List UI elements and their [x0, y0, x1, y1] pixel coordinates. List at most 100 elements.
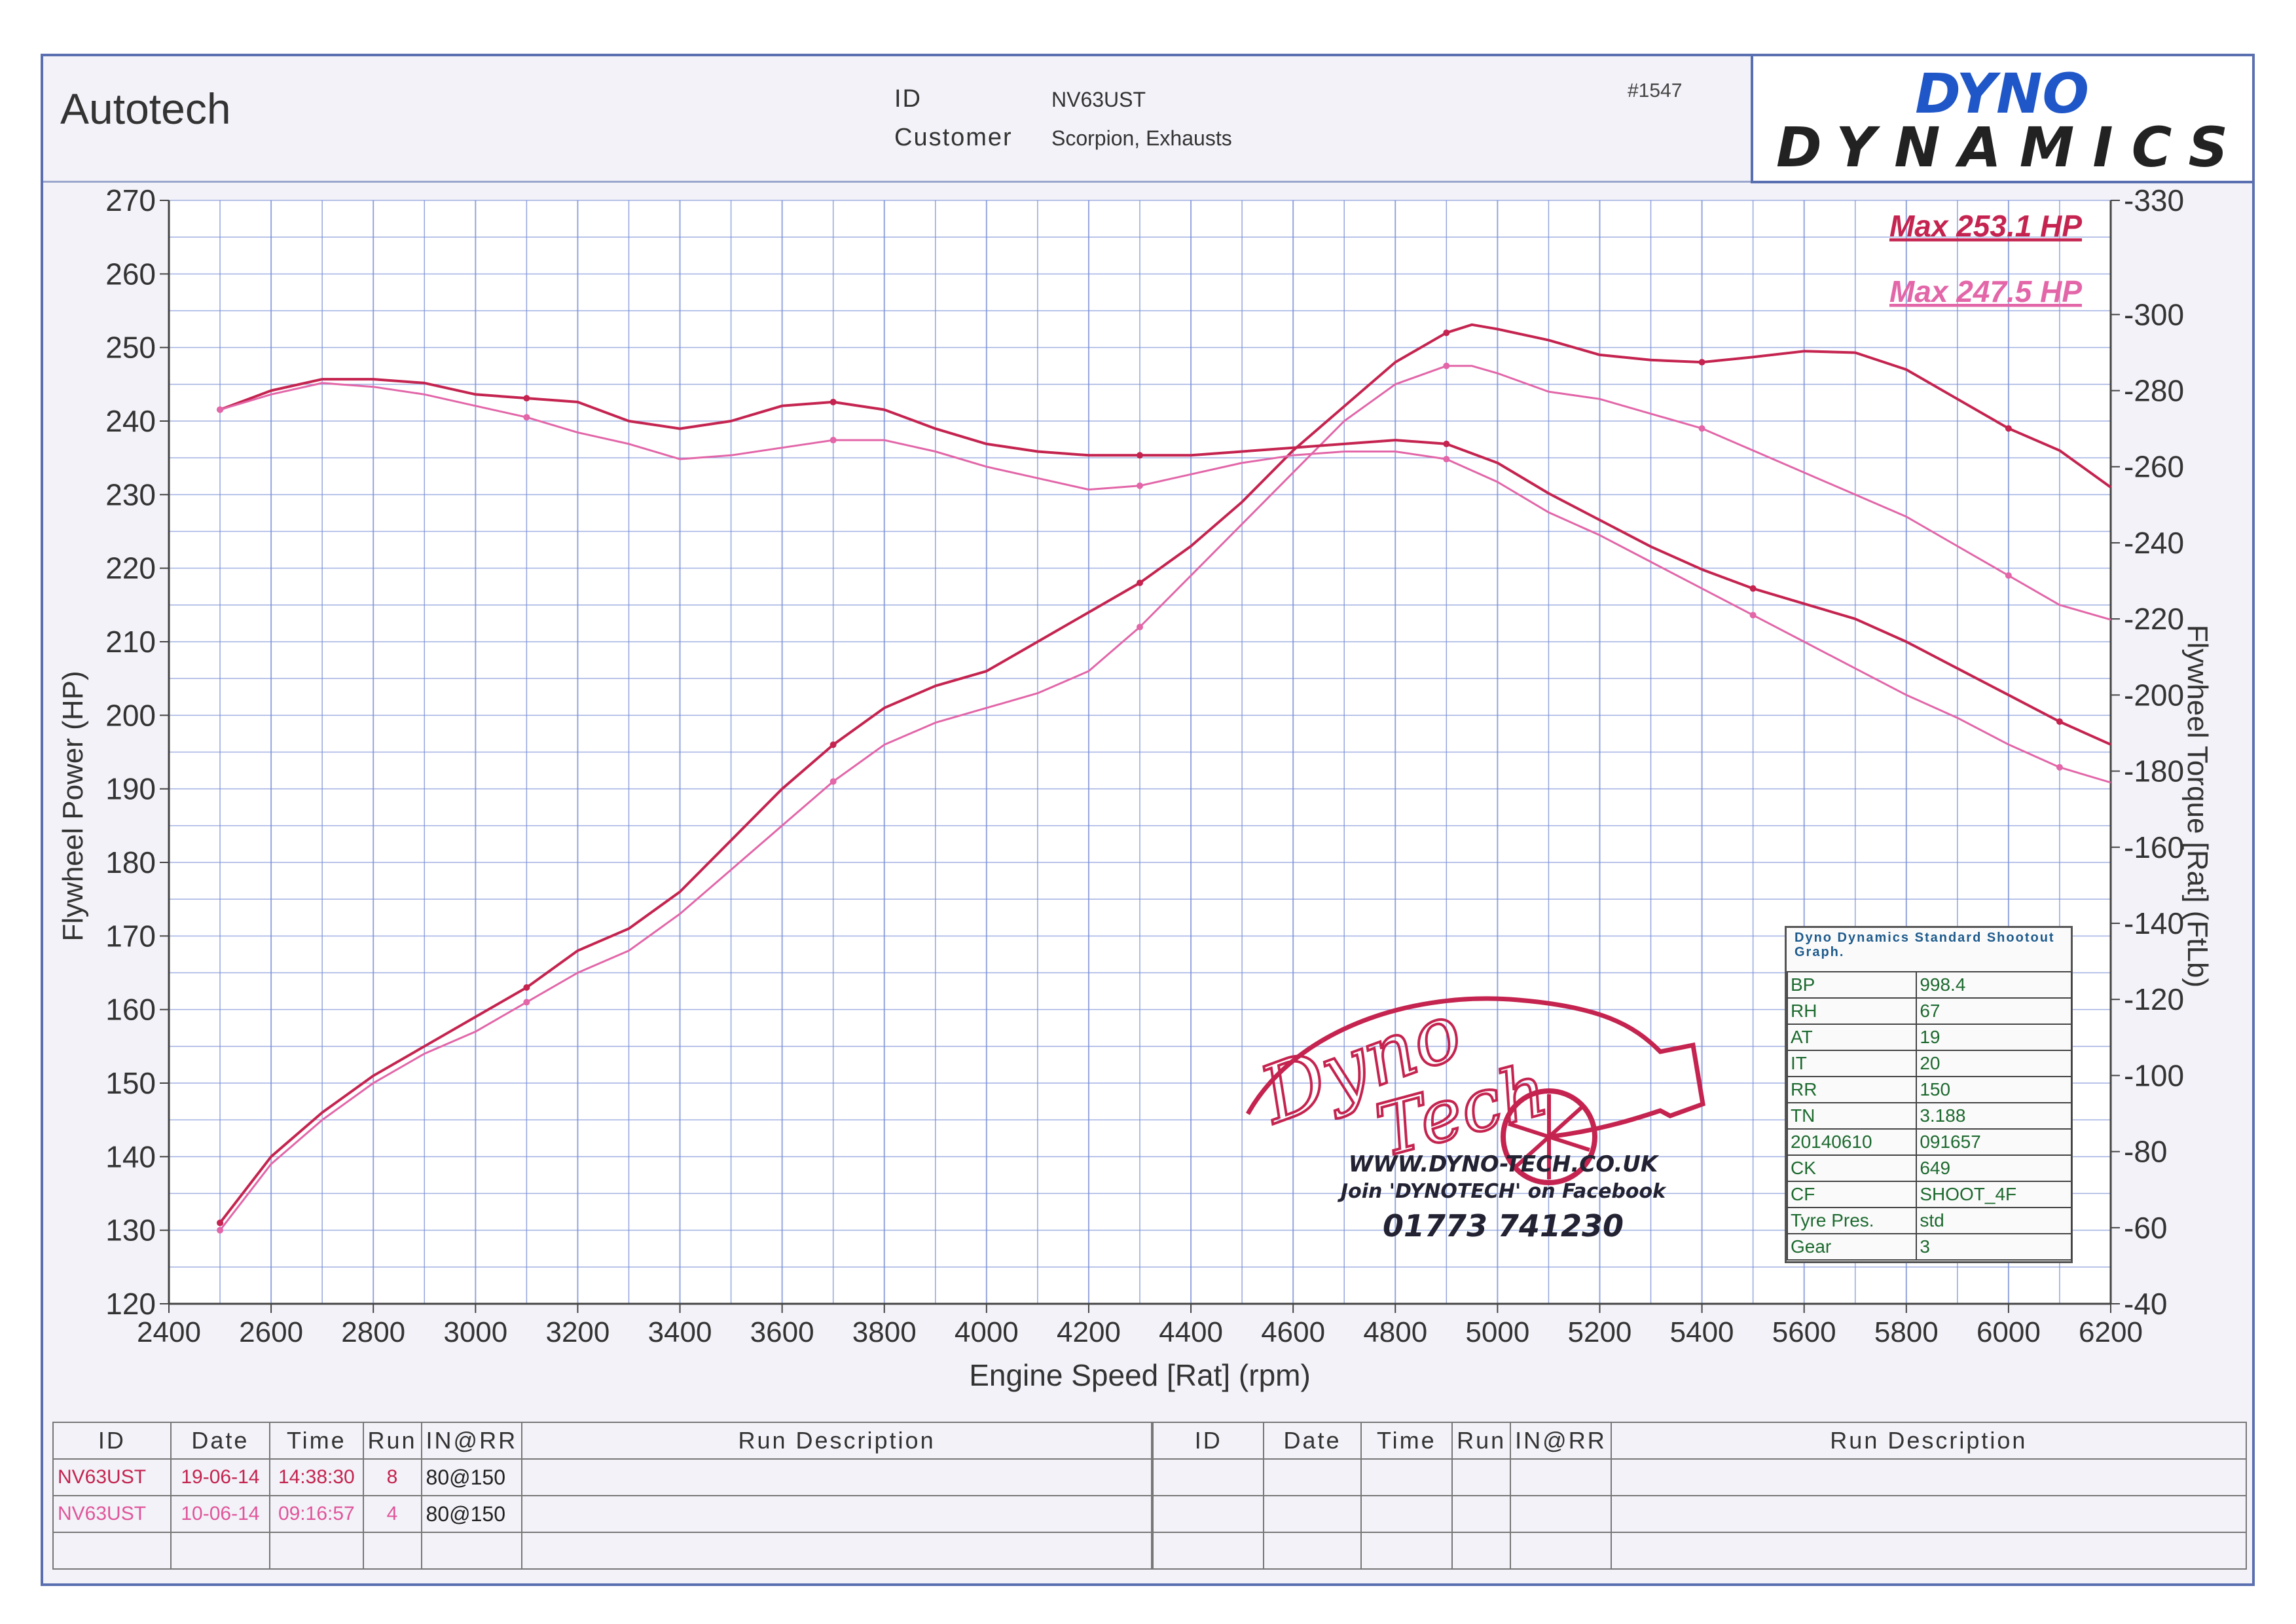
shootout-key: AT — [1786, 1024, 1918, 1051]
run1-power-point — [1698, 359, 1705, 366]
shootout-title: Dyno Dynamics Standard Shootout Graph. — [1795, 931, 2055, 959]
runs-header-cell: Time — [1360, 1422, 1453, 1460]
runs-cell: 19-06-14 — [170, 1458, 271, 1496]
header-bar: Autotech ID NV63UST Customer Scorpion, Exh… — [43, 54, 2255, 183]
runs-cell — [1451, 1532, 1512, 1570]
run2-power-point — [523, 999, 530, 1006]
runs-cell — [1510, 1495, 1612, 1533]
y-right-tick-label: -100 — [2124, 1058, 2184, 1092]
runs-cell: 10-06-14 — [170, 1495, 271, 1533]
run1-torque-point — [829, 398, 837, 405]
run2-torque-point — [523, 414, 530, 421]
y-right-tick-label: -240 — [2124, 526, 2184, 560]
x-tick-label: 3600 — [750, 1316, 814, 1348]
runs-cell: 8 — [362, 1458, 422, 1496]
y-right-tick-label: -260 — [2124, 450, 2184, 484]
id-value: NV63UST — [1051, 88, 1146, 111]
runs-cell: 80@150 — [420, 1458, 523, 1496]
y-left-tick-label: 230 — [105, 477, 156, 511]
runs-row — [1152, 1495, 2248, 1533]
shootout-table: BP 998.4 RH 67 AT 19 IT 20 RR 150 TN 3.188 20140610 0… — [1786, 971, 2072, 1261]
runs-header-cell: Run — [1451, 1422, 1512, 1460]
runs-cell — [521, 1495, 1152, 1533]
runs-cell — [1360, 1532, 1453, 1570]
x-tick-label: 6200 — [2079, 1316, 2143, 1348]
run1-torque-point — [1137, 452, 1143, 459]
shootout-key: CK — [1786, 1154, 1918, 1182]
dynotech-phone: 01773 741230 — [1382, 1208, 1624, 1244]
run2-power-point — [217, 1227, 224, 1234]
runs-header-cell: ID — [1152, 1422, 1265, 1460]
y-axis-left-label: Flywheel Power (HP) — [57, 671, 89, 941]
runs-cell — [1610, 1458, 2248, 1496]
dyno-dynamics-logo-art: DYNO DYNAMICS — [1776, 62, 2228, 179]
shootout-row: CF SHOOT_4F — [1786, 1181, 2072, 1208]
runs-cell — [1152, 1458, 1265, 1496]
x-tick-label: 5400 — [1670, 1316, 1734, 1348]
runs-row — [52, 1532, 1152, 1570]
shootout-key: 20140610 — [1786, 1128, 1918, 1156]
shootout-key: TN — [1786, 1102, 1918, 1130]
x-tick-label: 6000 — [1977, 1316, 2041, 1348]
shootout-row: Tyre Pres. std — [1786, 1207, 2072, 1234]
x-tick-label: 4400 — [1159, 1316, 1223, 1348]
run1-torque-point — [1443, 440, 1450, 447]
run1-torque-line — [219, 378, 2111, 746]
runs-header-cell: IN@RR — [1510, 1422, 1612, 1460]
runs-header-cell: ID — [52, 1422, 172, 1460]
run2-power-line — [219, 365, 2111, 1231]
shootout-row: TN 3.188 — [1786, 1102, 2072, 1130]
y-left-tick-label: 120 — [105, 1287, 156, 1321]
customer-label: Customer — [894, 124, 1013, 151]
run2-torque-point — [1443, 456, 1450, 463]
dynotech-website: WWW.DYNO-TECH.CO.UK — [1348, 1151, 1658, 1177]
dynotech-logo: Dyno Tech — [1245, 984, 1705, 1185]
runs-cell — [1360, 1495, 1453, 1533]
x-tick-label: 3400 — [648, 1316, 712, 1348]
chart-axes: 2400 2600 2800 3000 3200 3400 3600 3800 4000 4200… — [105, 183, 2184, 1348]
run1-power-point — [2005, 425, 2012, 432]
x-tick-label: 3000 — [443, 1316, 507, 1348]
runs-cell — [420, 1532, 523, 1570]
x-tick-label: 2800 — [341, 1316, 405, 1348]
runs-header-row: ID Date Time Run IN@RR Run Description — [1152, 1422, 2248, 1460]
y-left-tick-label: 200 — [105, 698, 156, 732]
runs-header-cell: Date — [170, 1422, 271, 1460]
runs-cell: 14:38:30 — [269, 1458, 364, 1496]
runs-table-left: ID Date Time Run IN@RR Run Description NV63UST… — [52, 1422, 1152, 1570]
runs-cell: 4 — [362, 1495, 422, 1533]
runs-cell — [1152, 1495, 1265, 1533]
runs-header-cell: Run Description — [521, 1422, 1152, 1460]
shootout-key: Tyre Pres. — [1786, 1207, 1918, 1234]
runs-header-cell: Time — [269, 1422, 364, 1460]
y-left-tick-label: 220 — [105, 551, 156, 585]
shootout-row: AT 19 — [1786, 1024, 2072, 1051]
runs-cell: 09:16:57 — [269, 1495, 364, 1533]
run2-power-point — [829, 778, 837, 785]
y-left-tick-label: 150 — [105, 1066, 156, 1100]
dynotech-contact: WWW.DYNO-TECH.CO.UK Join 'DYNOTECH' on F… — [1307, 1151, 1700, 1244]
runs-cell — [1510, 1532, 1612, 1570]
y-left-tick-label: 270 — [105, 183, 156, 217]
shootout-value: 3.188 — [1916, 1102, 2072, 1130]
run2-torque-point — [1749, 612, 1757, 619]
job-number: #1547 — [1628, 80, 1683, 101]
max-annotation-run1: Max 253.1 HP — [1889, 209, 2082, 243]
runs-header-cell: Run Description — [1610, 1422, 2248, 1460]
runs-cell — [1451, 1495, 1512, 1533]
shootout-value: 3 — [1916, 1233, 2072, 1261]
shootout-value: 150 — [1916, 1076, 2072, 1103]
shootout-row: 20140610 091657 — [1786, 1128, 2072, 1156]
shootout-key: RR — [1786, 1076, 1918, 1103]
x-tick-label: 4000 — [955, 1316, 1019, 1348]
runs-table-right: ID Date Time Run IN@RR Run Description — [1152, 1422, 2248, 1570]
y-left-tick-label: 130 — [105, 1213, 156, 1247]
runs-cell — [1263, 1532, 1362, 1570]
run2-torque-point — [829, 437, 837, 444]
dyno-chart: 2400 2600 2800 3000 3200 3400 3600 3800 4000 4200… — [57, 183, 2214, 1392]
x-tick-label: 3200 — [545, 1316, 610, 1348]
y-right-tick-label: -200 — [2124, 678, 2184, 712]
runs-cell — [1510, 1458, 1612, 1496]
shootout-key: BP — [1786, 971, 1918, 999]
customer-value: Scorpion, Exhausts — [1051, 126, 1232, 150]
